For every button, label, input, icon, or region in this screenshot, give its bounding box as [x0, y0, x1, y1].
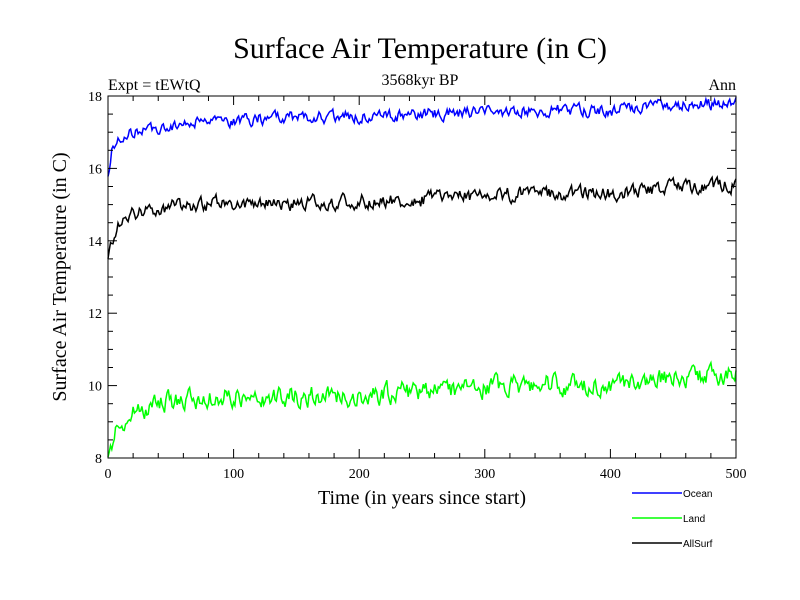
ticks-layer: 0 100 200 300 400 500 8 10 12 14 16 18: [88, 90, 747, 482]
x-tick-label: 500: [726, 467, 747, 482]
legend-label-land: Land: [683, 514, 705, 525]
x-axis-label: Time (in years since start): [318, 487, 526, 509]
experiment-label: Expt = tEWtQ: [108, 77, 201, 94]
x-tick-label: 300: [474, 467, 495, 482]
y-axis-label: Surface Air Temperature (in C): [49, 152, 71, 401]
x-tick-label: 100: [223, 467, 244, 482]
y-tick-label: 18: [88, 90, 102, 105]
series-layer: [107, 96, 737, 458]
legend-label-allsurf: AllSurf: [683, 539, 713, 550]
y-tick-label: 16: [88, 162, 102, 177]
season-label: Ann: [708, 77, 736, 94]
period-label: 3568kyr BP: [382, 72, 459, 89]
x-tick-label: 200: [349, 467, 370, 482]
chart-title: Surface Air Temperature (in C): [233, 32, 607, 65]
series-line-ocean: [107, 96, 737, 177]
legend: Ocean Land AllSurf: [632, 489, 713, 550]
y-tick-label: 10: [88, 380, 102, 395]
series-line-land: [107, 360, 737, 458]
y-tick-label: 12: [88, 307, 102, 322]
legend-label-ocean: Ocean: [683, 489, 712, 500]
x-tick-label: 400: [600, 467, 621, 482]
y-tick-label: 14: [88, 235, 102, 250]
series-line-allsurf: [107, 174, 737, 259]
y-tick-label: 8: [95, 452, 102, 467]
x-tick-label: 0: [105, 467, 112, 482]
